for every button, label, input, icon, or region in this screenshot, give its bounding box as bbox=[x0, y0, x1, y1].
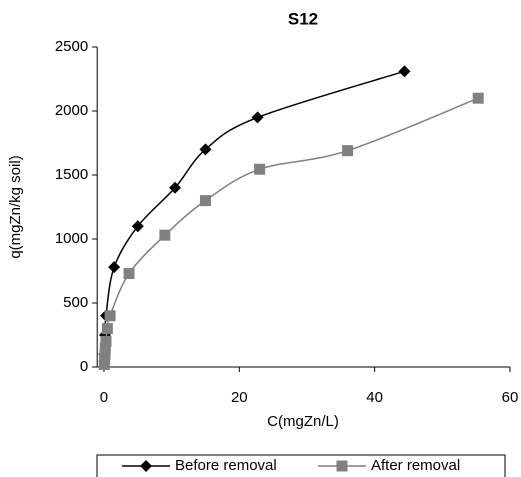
legend-box bbox=[96, 454, 506, 477]
chart-title: S12 bbox=[288, 9, 318, 28]
data-point bbox=[472, 92, 484, 104]
y-tick-label: 0 bbox=[80, 358, 88, 375]
x-tick-label: 0 bbox=[100, 389, 108, 406]
data-point bbox=[199, 195, 211, 207]
data-point bbox=[254, 163, 266, 175]
data-point bbox=[100, 335, 112, 347]
y-tick-label: 2000 bbox=[55, 102, 88, 119]
legend-marker bbox=[336, 460, 348, 472]
data-point bbox=[251, 111, 264, 124]
data-point bbox=[199, 143, 212, 156]
legend-marker bbox=[140, 460, 152, 472]
x-tick-label: 40 bbox=[366, 389, 383, 406]
data-point bbox=[101, 323, 113, 335]
y-tick-label: 1500 bbox=[55, 166, 88, 183]
data-point bbox=[342, 145, 354, 157]
x-tick-label: 20 bbox=[231, 389, 248, 406]
data-point bbox=[131, 220, 144, 233]
data-point bbox=[104, 310, 116, 322]
data-point bbox=[108, 261, 121, 274]
x-tick-label: 60 bbox=[502, 389, 519, 406]
legend-label: After removal bbox=[371, 457, 460, 474]
legend-label: Before removal bbox=[175, 457, 277, 474]
data-point bbox=[123, 268, 135, 280]
y-axis-label: q(mgZn/kg soil) bbox=[7, 155, 24, 258]
data-point bbox=[99, 342, 111, 354]
y-tick-label: 2500 bbox=[55, 38, 88, 55]
data-point bbox=[398, 65, 411, 78]
y-tick-label: 500 bbox=[63, 294, 88, 311]
y-tick-label: 1000 bbox=[55, 230, 88, 247]
data-point bbox=[169, 181, 182, 194]
data-point bbox=[159, 229, 171, 241]
x-axis-label: C(mgZn/L) bbox=[267, 413, 339, 430]
data-point bbox=[99, 348, 111, 360]
